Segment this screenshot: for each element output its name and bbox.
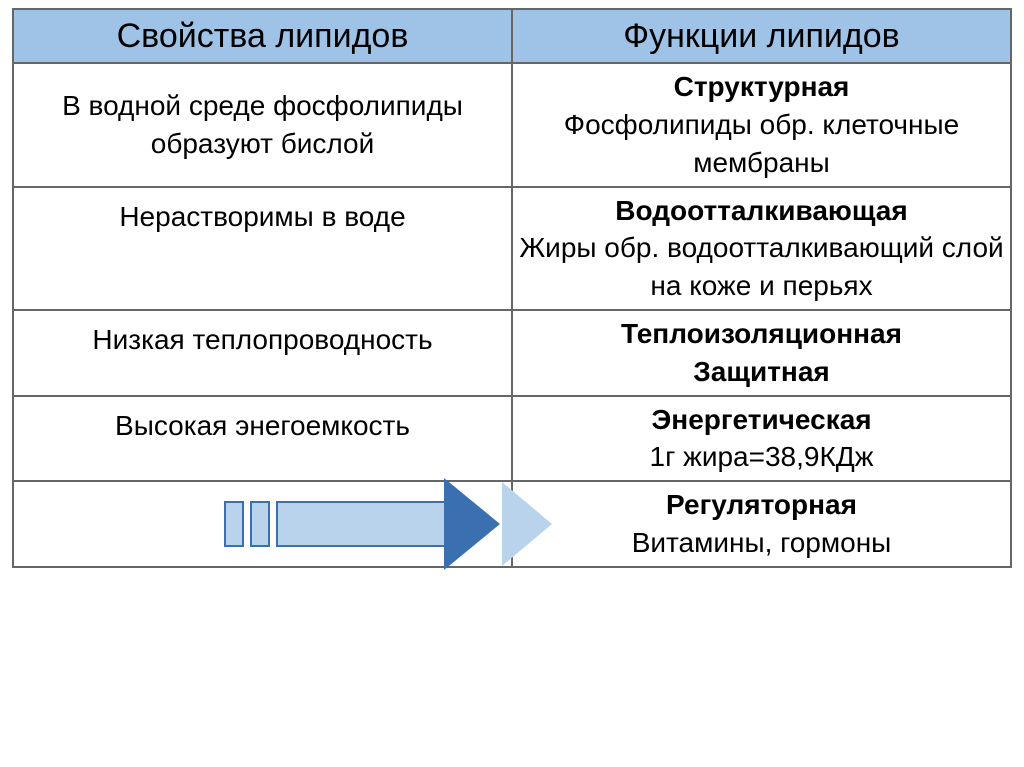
arrow-icon [224, 478, 500, 570]
function-detail: Жиры обр. водоотталкивающий слой на коже… [519, 232, 1003, 301]
property-cell: Нерастворимы в воде [13, 187, 512, 310]
function-detail: 1г жира=38,9КДж [650, 441, 874, 472]
function-detail: Фосфолипиды обр. клеточные мембраны [564, 109, 959, 178]
function-cell: Теплоизоляционная Защитная [512, 310, 1011, 396]
function-cell: Структурная Фосфолипиды обр. клеточные м… [512, 63, 1011, 186]
property-cell: Низкая теплопроводность [13, 310, 512, 396]
function-cell: Энергетическая 1г жира=38,9КДж [512, 396, 1011, 482]
property-cell: В водной среде фосфолипиды образуют бисл… [13, 63, 512, 186]
function-detail: Витамины, гормоны [632, 527, 892, 558]
function-title: Энергетическая [651, 404, 871, 435]
function-title: Регуляторная [666, 489, 857, 520]
function-title-2: Защитная [693, 356, 830, 387]
property-cell-arrow [13, 481, 512, 567]
function-title: Водоотталкивающая [615, 195, 907, 226]
lipids-table: Свойства липидов Функции липидов В водно… [12, 8, 1012, 568]
property-cell: Высокая энегоемкость [13, 396, 512, 482]
function-cell: Водоотталкивающая Жиры обр. водоотталкив… [512, 187, 1011, 310]
table-row: Регуляторная Витамины, гормоны [13, 481, 1011, 567]
function-cell: Регуляторная Витамины, гормоны [512, 481, 1011, 567]
function-title: Теплоизоляционная [621, 318, 902, 349]
function-title: Структурная [674, 71, 850, 102]
header-col2: Функции липидов [512, 9, 1011, 63]
table-row: Нерастворимы в воде Водоотталкивающая Жи… [13, 187, 1011, 310]
header-col1: Свойства липидов [13, 9, 512, 63]
table-row: Высокая энегоемкость Энергетическая 1г ж… [13, 396, 1011, 482]
table-row: В водной среде фосфолипиды образуют бисл… [13, 63, 1011, 186]
table-row: Низкая теплопроводность Теплоизоляционна… [13, 310, 1011, 396]
